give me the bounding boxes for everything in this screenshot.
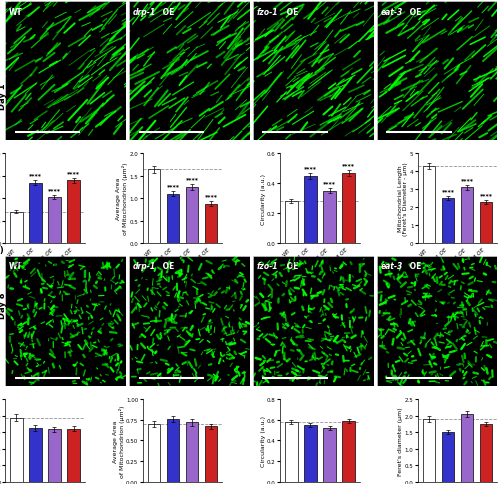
Text: drp-1: drp-1 xyxy=(132,8,156,17)
Bar xyxy=(68,429,80,482)
Text: eat-3 OE: eat-3 OE xyxy=(328,247,348,268)
Text: fzo-1 OE: fzo-1 OE xyxy=(34,247,54,267)
Text: ****: **** xyxy=(442,189,454,194)
Bar xyxy=(442,199,454,243)
Text: Day 1: Day 1 xyxy=(0,84,7,110)
Text: Day 8: Day 8 xyxy=(0,292,7,318)
Bar xyxy=(10,418,22,482)
Text: ****: **** xyxy=(48,188,61,193)
Text: fzo-1 OE: fzo-1 OE xyxy=(172,247,192,267)
Text: (c): (c) xyxy=(0,245,4,254)
Text: WT: WT xyxy=(8,8,22,17)
Bar xyxy=(186,423,198,482)
Bar xyxy=(30,428,42,482)
Bar xyxy=(148,424,160,482)
Bar xyxy=(68,181,80,243)
Text: OE: OE xyxy=(284,262,298,271)
Bar xyxy=(304,177,316,243)
Text: WT: WT xyxy=(8,262,22,271)
Y-axis label: Circularity (a.u.): Circularity (a.u.) xyxy=(260,173,266,224)
Text: OE: OE xyxy=(160,262,174,271)
Text: eat-3: eat-3 xyxy=(380,8,402,17)
Bar xyxy=(148,170,160,243)
Y-axis label: Average Area
of Mitochondrion (μm²): Average Area of Mitochondrion (μm²) xyxy=(116,163,128,235)
Bar xyxy=(286,422,298,482)
Text: ****: **** xyxy=(186,177,198,182)
Text: OE: OE xyxy=(284,8,298,17)
Text: ****: **** xyxy=(342,163,355,168)
Bar xyxy=(480,424,492,482)
Bar xyxy=(48,429,60,482)
Bar xyxy=(442,432,454,482)
Y-axis label: Mitochondrial Length
(Feret's Diameter - μm): Mitochondrial Length (Feret's Diameter -… xyxy=(398,162,408,236)
Bar xyxy=(10,212,22,243)
Text: drp-1 OE: drp-1 OE xyxy=(290,247,310,268)
Text: OE: OE xyxy=(408,8,422,17)
Bar xyxy=(423,166,435,243)
Text: fzo-1: fzo-1 xyxy=(256,262,278,271)
Bar xyxy=(342,173,354,243)
Text: drp-1 OE: drp-1 OE xyxy=(152,247,173,268)
Bar xyxy=(30,183,42,243)
Bar xyxy=(304,425,316,482)
Text: eat-3 OE: eat-3 OE xyxy=(190,247,211,268)
Text: ****: **** xyxy=(304,166,317,171)
Bar xyxy=(324,191,336,243)
Bar xyxy=(286,202,298,243)
Bar xyxy=(461,414,473,482)
Text: drp-1: drp-1 xyxy=(132,262,156,271)
Bar xyxy=(480,202,492,243)
Text: eat-3: eat-3 xyxy=(380,262,402,271)
Text: ****: **** xyxy=(460,178,473,183)
Text: WT: WT xyxy=(419,247,429,257)
Text: ****: **** xyxy=(29,173,42,178)
Text: OE: OE xyxy=(160,8,174,17)
Text: fzo-1 OE: fzo-1 OE xyxy=(447,247,467,267)
Text: WT: WT xyxy=(6,247,16,257)
Y-axis label: Average Area
of Mitochondrion (μm²): Average Area of Mitochondrion (μm²) xyxy=(112,404,124,477)
Bar xyxy=(461,188,473,243)
Text: OE: OE xyxy=(408,262,422,271)
Text: fzo-1 OE: fzo-1 OE xyxy=(310,247,330,267)
Bar xyxy=(423,419,435,482)
Bar xyxy=(167,194,179,243)
Y-axis label: Circularity (a.u.): Circularity (a.u.) xyxy=(260,415,266,466)
Bar xyxy=(186,188,198,243)
Text: WT: WT xyxy=(144,247,154,257)
Y-axis label: Feret's diameter (μm): Feret's diameter (μm) xyxy=(398,406,403,475)
Text: drp-1 OE: drp-1 OE xyxy=(427,247,448,268)
Text: ****: **** xyxy=(67,170,80,176)
Text: ****: **** xyxy=(323,181,336,186)
Text: fzo-1: fzo-1 xyxy=(256,8,278,17)
Text: ****: **** xyxy=(480,193,492,198)
Bar xyxy=(324,428,336,482)
Text: ****: **** xyxy=(204,194,218,199)
Bar xyxy=(205,426,217,482)
Text: WT: WT xyxy=(282,247,292,257)
Text: eat-3 OE: eat-3 OE xyxy=(53,247,74,268)
Text: ****: **** xyxy=(166,184,179,189)
Bar xyxy=(48,197,60,243)
Text: drp-1 OE: drp-1 OE xyxy=(14,247,36,268)
Text: eat-3 OE: eat-3 OE xyxy=(466,247,486,268)
Bar xyxy=(205,204,217,243)
Bar xyxy=(342,421,354,482)
Bar xyxy=(167,419,179,482)
